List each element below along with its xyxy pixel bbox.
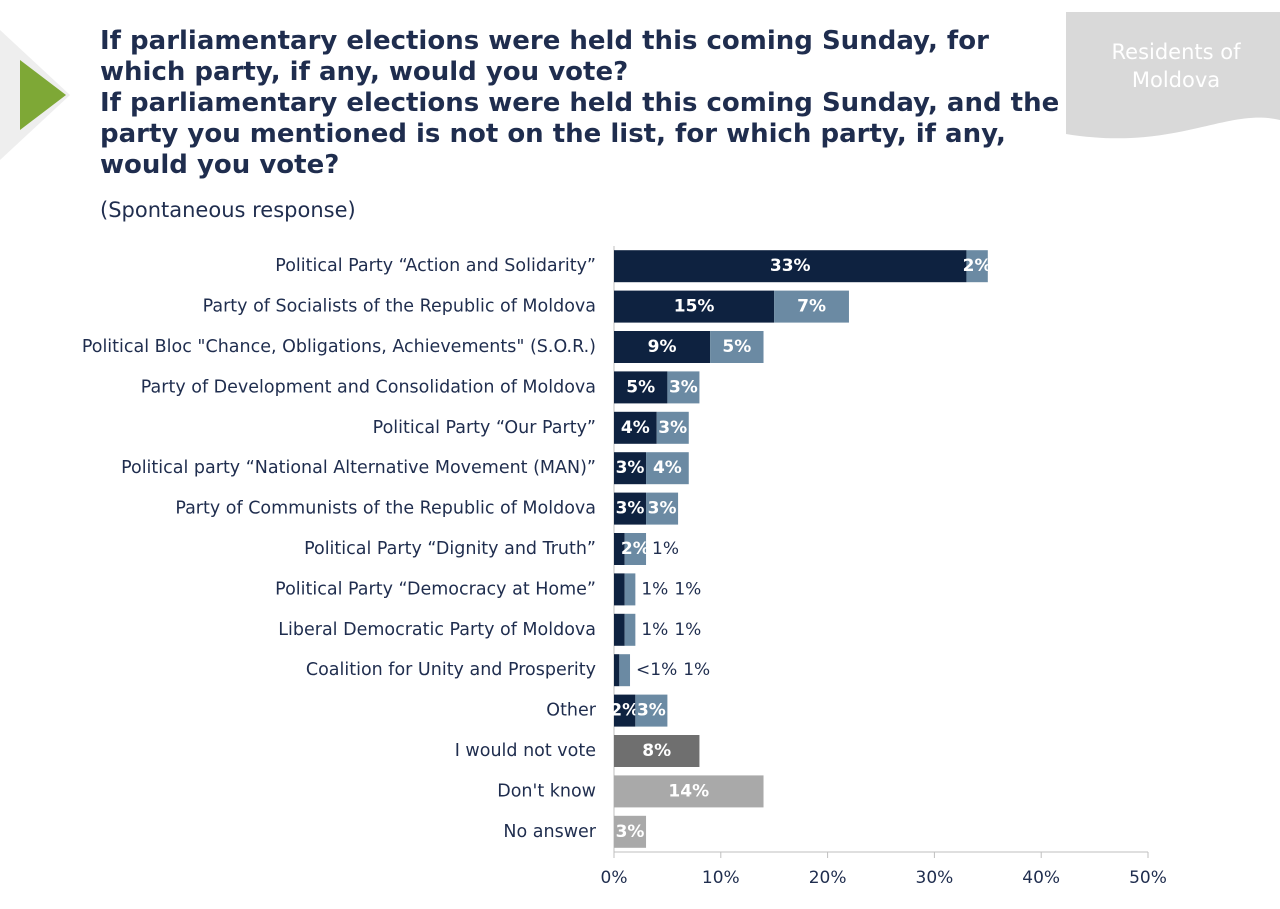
category-label: Coalition for Unity and Prosperity (306, 660, 596, 680)
badge-shape (1066, 12, 1280, 139)
bar-segment (614, 290, 775, 323)
value-label: 1% (674, 579, 701, 599)
x-tick-label: 30% (916, 868, 954, 888)
category-label: Don't know (497, 781, 596, 801)
bar-segment (614, 573, 625, 606)
value-label: 2% (621, 539, 650, 559)
bar-segment (614, 411, 657, 444)
bar-segment (624, 573, 636, 606)
x-tick-label: 20% (809, 868, 847, 888)
category-label: Party of Communists of the Republic of M… (175, 499, 596, 519)
category-label: Political Party “Democracy at Home” (275, 579, 596, 599)
bar-segment (656, 411, 689, 444)
bar-segment (614, 250, 967, 283)
value-label: 2% (963, 256, 992, 276)
chart-title: If parliamentary elections were held thi… (100, 26, 1060, 181)
value-label: 5% (722, 337, 751, 357)
value-label: 33% (770, 256, 811, 276)
value-label: 1% (652, 539, 679, 559)
category-label: Other (546, 701, 596, 721)
bar-segment (619, 654, 631, 687)
decoration (0, 30, 70, 160)
value-label: 4% (653, 458, 682, 478)
bar-segment (667, 371, 700, 404)
chart-subtitle: (Spontaneous response) (100, 198, 356, 222)
value-label: <1% (636, 660, 677, 680)
value-label: 7% (797, 297, 826, 317)
value-label: 1% (683, 660, 710, 680)
x-tick-label: 0% (601, 868, 628, 888)
bar-segment (624, 533, 647, 565)
x-tick-label: 50% (1129, 868, 1167, 888)
bar-segment (710, 331, 764, 363)
value-label: 3% (648, 499, 677, 519)
bar-segment (635, 694, 668, 727)
bar-segment (774, 290, 849, 323)
value-label: 9% (648, 337, 677, 357)
category-label: Political party “National Alternative Mo… (121, 458, 596, 478)
value-label: 5% (626, 377, 655, 397)
value-label: 1% (674, 620, 701, 640)
bar-segment (614, 331, 711, 363)
category-label: Political Party “Action and Solidarity” (275, 256, 596, 276)
bar-segment (614, 492, 647, 525)
value-label: 4% (621, 418, 650, 438)
bar-segment (614, 371, 668, 404)
value-label: 3% (658, 418, 687, 438)
bar-segment (646, 452, 689, 485)
bar-segment (614, 694, 636, 727)
category-label: Political Bloc "Chance, Obligations, Ach… (82, 337, 596, 357)
category-label: No answer (503, 822, 596, 842)
value-label: 3% (616, 499, 645, 519)
badge: Residents of Moldova (1111, 40, 1241, 92)
bar-segment (614, 533, 625, 565)
category-label: I would not vote (455, 741, 596, 761)
value-label: 8% (642, 741, 671, 761)
category-label: Party of Socialists of the Republic of M… (203, 297, 596, 317)
category-label: Party of Development and Consolidation o… (141, 377, 596, 397)
value-label: 14% (668, 781, 709, 801)
value-label: 3% (669, 377, 698, 397)
x-tick-label: 10% (702, 868, 740, 888)
value-label: 15% (674, 297, 715, 317)
category-label: Political Party “Dignity and Truth” (304, 539, 596, 559)
bar-segment (614, 654, 620, 687)
bar-segment (646, 492, 679, 525)
bar-segment (614, 613, 625, 646)
bar-segment (614, 775, 764, 808)
bar-segment (624, 613, 636, 646)
category-label: Political Party “Our Party” (373, 418, 596, 438)
category-label: Liberal Democratic Party of Moldova (278, 620, 596, 640)
bar-segment (614, 815, 647, 848)
value-label: 3% (616, 822, 645, 842)
title-line: If parliamentary elections were held thi… (100, 26, 989, 87)
value-label: 1% (641, 620, 668, 640)
x-tick-label: 40% (1022, 868, 1060, 888)
bar-segment (614, 735, 700, 767)
bar-segment (966, 250, 988, 283)
value-label: 1% (641, 579, 668, 599)
value-label: 3% (637, 701, 666, 721)
value-label: 2% (610, 701, 639, 721)
title-line: If parliamentary elections were held thi… (100, 88, 1060, 180)
bar-segment (614, 452, 647, 485)
value-label: 3% (616, 458, 645, 478)
